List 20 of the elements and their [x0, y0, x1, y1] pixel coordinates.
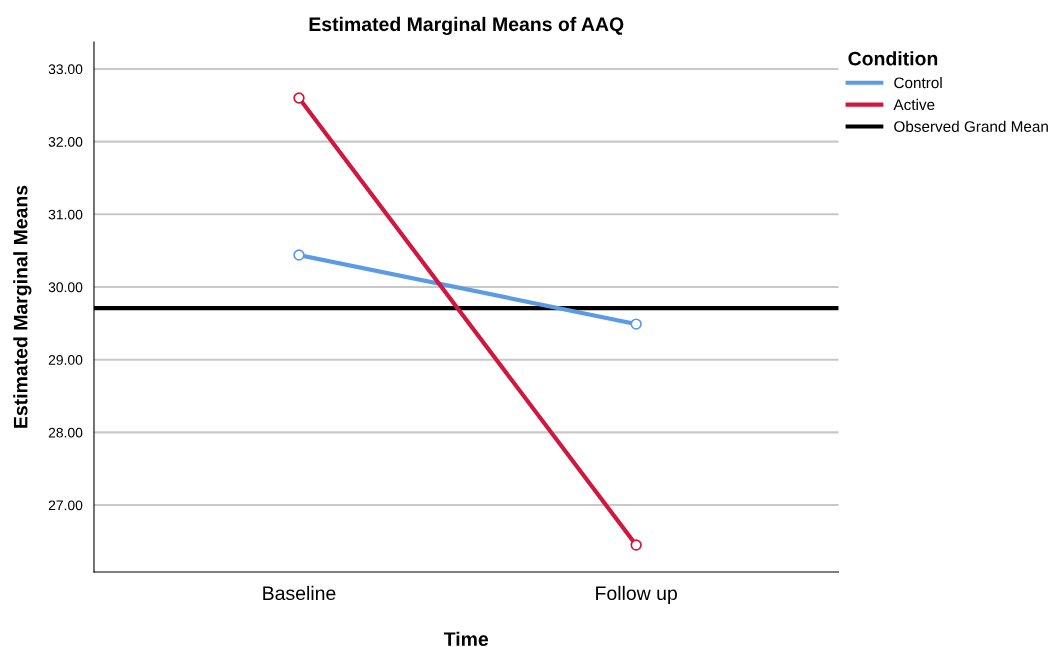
- point: [630, 539, 642, 551]
- legend-label: Control: [894, 76, 942, 89]
- y-tick-label: 28.00: [48, 427, 83, 438]
- y-tick-label: 33.00: [48, 64, 83, 75]
- x-axis-title: Time: [443, 631, 489, 647]
- y-tick-label: 30.00: [48, 282, 83, 293]
- legend-label: Observed Grand Mean: [894, 120, 1048, 132]
- point: [630, 318, 642, 330]
- legend-label: Active: [893, 98, 935, 111]
- y-tick-label: 29.00: [48, 355, 83, 365]
- y-tick-label: 31.00: [48, 209, 83, 220]
- y-tick-label: 27.00: [48, 500, 83, 511]
- point: [293, 249, 305, 261]
- x-tick-label: Follow up: [596, 585, 677, 604]
- point: [293, 92, 305, 104]
- y-axis-title: Estimated Marginal Means: [13, 185, 32, 428]
- x-tick-label: Baseline: [263, 585, 336, 601]
- legend-title: Condition: [848, 51, 938, 66]
- y-tick-label: 32.00: [48, 136, 83, 147]
- chart-title: Estimated Marginal Means of AAQ: [309, 16, 624, 36]
